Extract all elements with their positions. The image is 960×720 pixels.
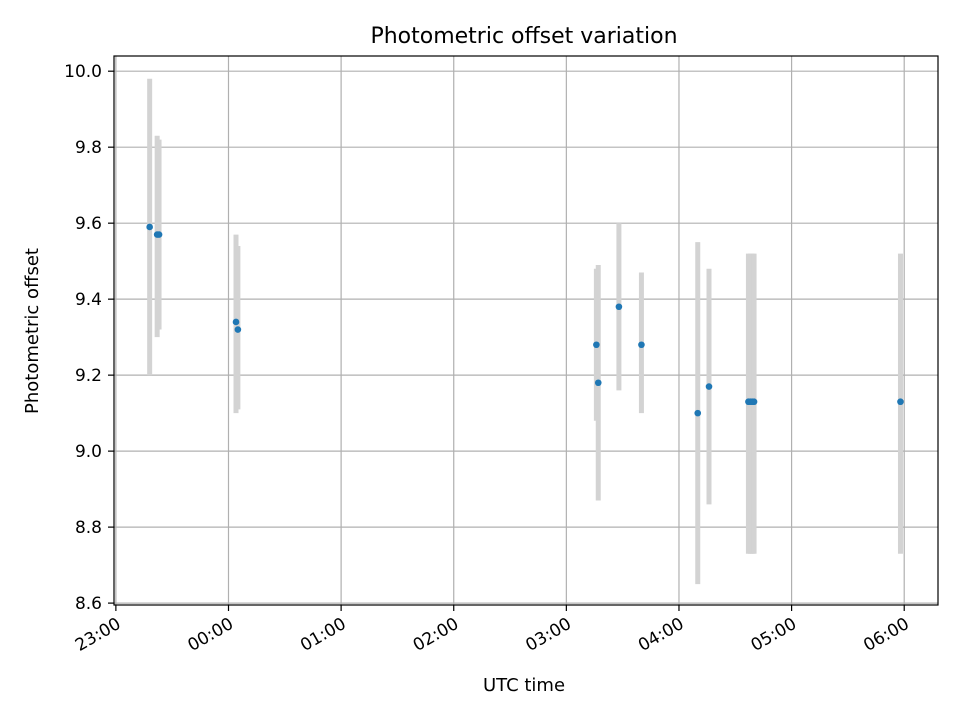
data-point xyxy=(694,409,702,417)
y-tick-label: 9.6 xyxy=(75,214,102,234)
chart-title: Photometric offset variation xyxy=(370,24,677,49)
data-point xyxy=(897,398,904,406)
data-point xyxy=(155,231,163,238)
data-point xyxy=(638,341,645,349)
data-point xyxy=(615,303,623,311)
data-point xyxy=(750,398,758,406)
y-tick-label: 8.6 xyxy=(75,594,102,614)
y-axis-label: Photometric offset xyxy=(22,248,43,414)
y-tick-label: 9.4 xyxy=(75,290,102,310)
grid xyxy=(114,56,938,605)
y-tick-label: 9.0 xyxy=(75,442,102,462)
data-point xyxy=(594,379,602,387)
data-point xyxy=(593,341,600,349)
data-point xyxy=(232,318,240,326)
y-tick-label: 8.8 xyxy=(75,518,102,538)
y-tick-label: 9.8 xyxy=(75,138,102,158)
data-points xyxy=(146,223,904,417)
data-point xyxy=(234,326,242,333)
data-point xyxy=(146,223,153,231)
y-tick-label: 10.0 xyxy=(64,62,102,82)
plot-frame xyxy=(113,55,939,606)
x-axis-label: UTC time xyxy=(483,675,565,696)
data-point xyxy=(705,383,713,390)
y-tick-label: 9.2 xyxy=(75,366,102,386)
y-axis-ticks: 8.6 8.8 9.0 9.2 9.4 9.6 9.8 10.0 xyxy=(64,62,114,614)
